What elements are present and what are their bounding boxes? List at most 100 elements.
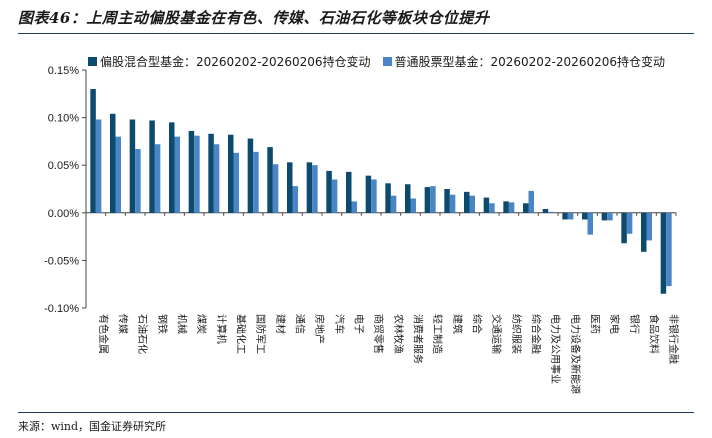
x-category-label: 非银行金融: [667, 314, 680, 364]
x-category-label: 农林牧渔: [392, 314, 405, 354]
x-category-label: 电力及公用事业: [549, 314, 562, 384]
bar-series2-12: [331, 179, 338, 213]
y-tick-label: 0.10%: [48, 113, 79, 125]
bar-series1-16: [405, 184, 411, 213]
x-category-label: 医药: [589, 314, 601, 334]
bar-series1-8: [247, 138, 254, 213]
x-category-label: 建筑: [451, 314, 464, 334]
x-category-label: 综合: [471, 314, 484, 334]
bar-series2-17: [430, 186, 436, 213]
x-category-label: 基础化工: [235, 314, 248, 354]
source-note: 来源：wind，国金证券研究所: [18, 420, 167, 433]
bar-series1-1: [110, 113, 116, 213]
x-category-label: 交通运输: [490, 314, 503, 354]
bar-series2-1: [115, 136, 121, 213]
bar-series2-8: [253, 151, 259, 213]
bar-series2-4: [174, 136, 180, 213]
x-category-label: 有色金属: [97, 314, 110, 354]
bar-series1-19: [464, 191, 470, 213]
x-category-label: 建材: [274, 314, 287, 334]
chart-legend: 偏股混合型基金：20260202-20260206持仓变动 普通股票型基金：20…: [88, 53, 677, 69]
bar-series2-7: [233, 152, 239, 213]
bar-series1-26: [601, 212, 608, 221]
bar-series1-22: [523, 203, 529, 213]
bar-series1-7: [228, 134, 234, 213]
bar-series1-9: [267, 147, 273, 213]
legend-label-series2: 普通股票型基金：20260202-20260206持仓变动: [394, 54, 666, 69]
x-category-label: 机械: [176, 314, 189, 334]
y-tick-label: 0.00%: [48, 208, 79, 220]
bar-series1-12: [326, 170, 332, 213]
bar-series2-2: [135, 149, 141, 213]
bar-series2-3: [154, 144, 161, 213]
bar-series2-0: [95, 119, 102, 213]
x-category-label: 家电: [608, 314, 621, 334]
bar-series2-18: [449, 194, 456, 213]
bar-series1-11: [306, 162, 313, 213]
bar-series1-14: [365, 175, 372, 213]
bar-series1-18: [444, 189, 450, 213]
x-category-label: 食品饮料: [648, 314, 661, 354]
legend-item-series1: 偏股混合型基金：20260202-20260206持仓变动: [88, 53, 371, 70]
x-category-label: 石油石化: [136, 314, 149, 354]
bar-series2-26: [607, 212, 613, 221]
x-category-label: 房地产: [313, 314, 326, 344]
bar-series1-25: [582, 212, 588, 220]
bar-series2-16: [410, 198, 416, 213]
y-tick-label: -0.10%: [44, 303, 79, 315]
chart-title: 图表46：上周主动偏股基金在有色、传媒、石油石化等板块仓位提升: [18, 9, 490, 27]
bar-series1-0: [90, 89, 96, 213]
bar-series2-9: [272, 164, 279, 213]
x-category-label: 汽车: [333, 314, 346, 334]
x-category-label: 综合金融: [530, 314, 543, 354]
bar-series1-15: [385, 183, 391, 213]
bar-series2-27: [626, 212, 633, 234]
bar-series2-24: [567, 212, 574, 220]
bar-series2-13: [351, 201, 357, 213]
x-category-label: 电力设备及新能源: [569, 314, 582, 394]
bar-series2-14: [371, 179, 377, 213]
bar-series2-20: [489, 203, 495, 213]
bar-series1-27: [621, 212, 627, 244]
bar-series1-5: [188, 130, 195, 213]
bar-series2-15: [390, 195, 397, 213]
bar-series1-21: [503, 201, 509, 213]
bar-series2-23: [548, 211, 554, 213]
bar-series1-3: [149, 120, 155, 213]
bar-series1-4: [169, 122, 175, 213]
bar-series2-10: [292, 186, 298, 213]
bar-series2-22: [528, 190, 534, 213]
bar-series2-11: [312, 165, 318, 213]
x-category-label: 计算机: [215, 314, 228, 344]
y-tick-label: 0.15%: [48, 65, 79, 77]
legend-swatch-series2: [382, 56, 392, 66]
x-category-label: 消费者服务: [412, 314, 425, 364]
bar-series2-29: [666, 212, 672, 287]
bar-series1-13: [346, 171, 352, 213]
bar-series2-5: [194, 135, 200, 213]
bar-series2-25: [587, 212, 593, 235]
x-category-label: 煤炭: [195, 314, 208, 334]
bar-series2-28: [646, 212, 652, 241]
y-tick-label: -0.05%: [44, 255, 79, 267]
legend-label-series1: 偏股混合型基金：20260202-20260206持仓变动: [100, 54, 371, 69]
bar-series1-10: [287, 162, 293, 213]
bar-series1-17: [424, 187, 431, 213]
bar-series2-19: [469, 195, 475, 213]
x-category-label: 国防军工: [254, 314, 267, 354]
bar-series1-20: [483, 197, 490, 213]
bar-series2-21: [508, 202, 515, 213]
x-category-label: 传媒: [117, 314, 129, 334]
bar-series2-6: [213, 144, 220, 213]
title-divider: [18, 33, 694, 34]
bar-series1-29: [660, 212, 667, 294]
bar-series1-2: [129, 119, 136, 213]
x-category-label: 商贸零售: [372, 314, 385, 354]
bar-series1-23: [542, 208, 549, 213]
source-divider: [18, 412, 694, 413]
bar-series1-28: [641, 212, 647, 252]
legend-item-series2: 普通股票型基金：20260202-20260206持仓变动: [382, 53, 666, 70]
x-category-label: 电子: [353, 314, 366, 334]
x-category-label: 轻工制造: [431, 314, 444, 354]
